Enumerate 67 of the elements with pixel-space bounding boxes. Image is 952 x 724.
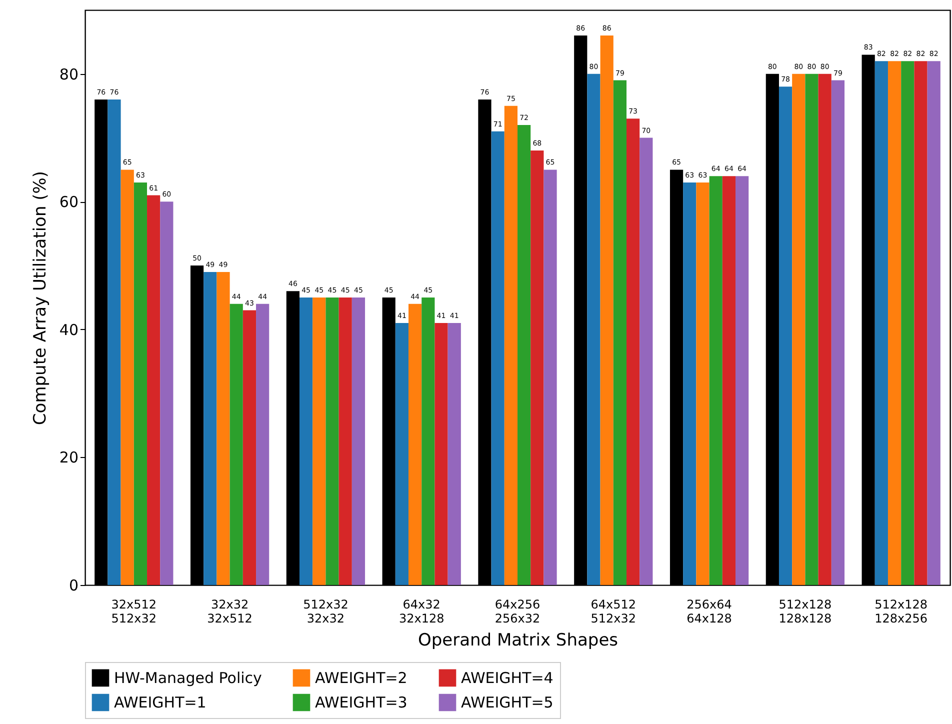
bar — [422, 298, 435, 585]
bar — [722, 176, 736, 585]
x-tick-label: 256x64 64x128 — [686, 598, 732, 626]
bar — [216, 272, 230, 585]
bar — [831, 80, 845, 585]
bar — [613, 80, 627, 585]
bar — [640, 138, 653, 585]
bar — [395, 323, 408, 585]
x-tick-label: 64x256 256x32 — [494, 598, 540, 626]
x-tick-label: 512x32 32x32 — [303, 598, 348, 626]
y-tick-label: 40 — [59, 320, 78, 339]
bar — [696, 182, 710, 585]
bar — [134, 182, 148, 585]
bar — [352, 298, 366, 585]
legend-label: AWEIGHT=1 — [114, 694, 206, 712]
x-tick-label: 512x128 128x256 — [874, 598, 928, 626]
bar — [299, 298, 313, 585]
bar — [120, 170, 134, 585]
x-tick-label: 64x512 512x32 — [590, 598, 636, 626]
bar — [204, 272, 217, 585]
y-axis-title: Compute Array Utilization (%) — [30, 170, 50, 426]
bar — [818, 74, 832, 585]
bar — [874, 61, 888, 585]
y-tick-label: 0 — [68, 576, 78, 594]
bar — [888, 61, 902, 585]
y-tick-label: 60 — [59, 193, 78, 212]
bar — [626, 118, 640, 585]
legend-label: AWEIGHT=5 — [461, 694, 554, 712]
bar — [448, 323, 461, 585]
bar — [805, 74, 818, 585]
legend-label: HW-Managed Policy — [114, 668, 262, 687]
legend-label: AWEIGHT=2 — [315, 668, 408, 687]
bar — [901, 61, 914, 585]
bar — [778, 86, 792, 585]
bar — [242, 310, 256, 585]
bar — [544, 170, 557, 585]
bar — [312, 298, 326, 585]
bar — [683, 182, 696, 585]
bar — [587, 74, 600, 585]
bar — [709, 176, 722, 585]
bar — [434, 323, 448, 585]
bar — [518, 125, 531, 585]
y-tick-label: 20 — [59, 448, 78, 467]
bar — [256, 304, 270, 585]
bar — [792, 74, 806, 585]
y-tick-label: 80 — [59, 65, 78, 84]
x-tick-label: 32x32 32x512 — [207, 598, 252, 626]
x-tick-label: 32x512 512x32 — [111, 598, 157, 626]
bar — [326, 298, 339, 585]
x-axis-title: Operand Matrix Shapes — [418, 630, 618, 650]
bar — [914, 61, 928, 585]
bar — [408, 304, 422, 585]
bar — [108, 99, 121, 585]
legend-label: AWEIGHT=3 — [315, 694, 408, 712]
bar — [491, 131, 504, 585]
x-tick-label: 512x128 128x128 — [778, 598, 832, 626]
legend-label: AWEIGHT=4 — [461, 668, 554, 687]
bar — [230, 304, 243, 585]
bar — [736, 176, 749, 585]
bar — [147, 195, 160, 585]
bar — [160, 202, 174, 585]
bar — [504, 106, 518, 585]
bar — [600, 36, 614, 585]
bar — [927, 61, 940, 585]
bar — [530, 150, 544, 585]
x-tick-label: 64x32 32x128 — [398, 598, 444, 626]
bar — [338, 298, 352, 585]
